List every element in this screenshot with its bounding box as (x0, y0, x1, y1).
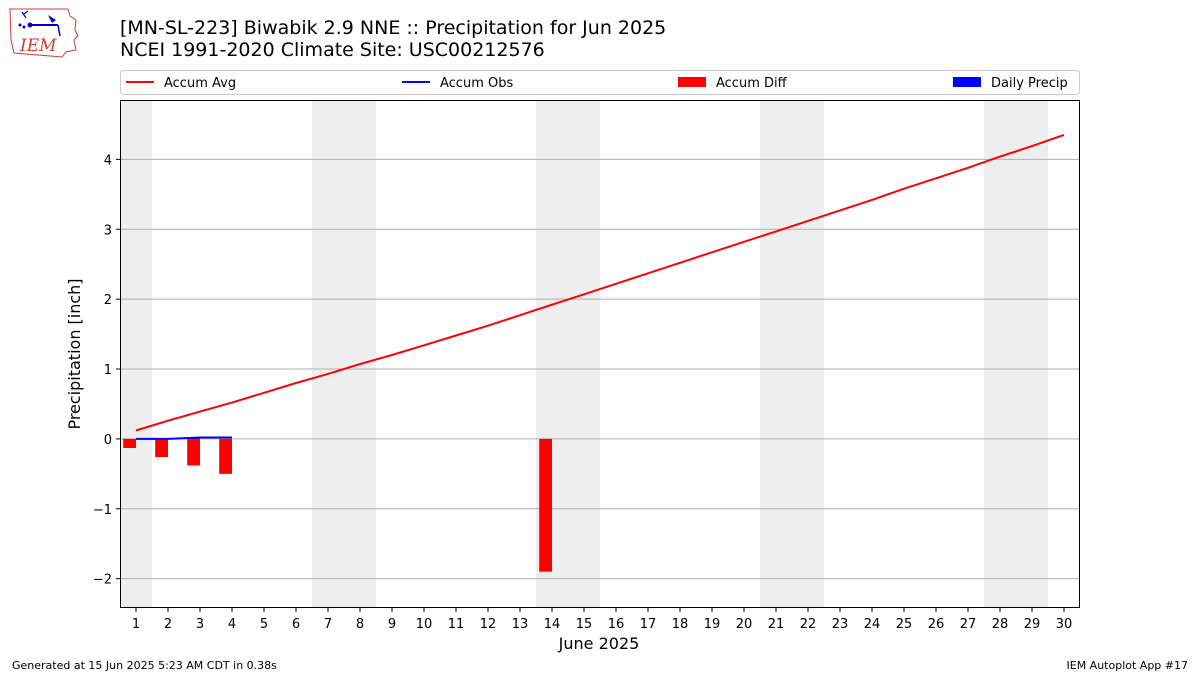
weekend-shade (312, 100, 344, 608)
x-tick-label: 28 (992, 617, 1009, 632)
logo-text: IEM (19, 36, 57, 56)
weekend-shade (344, 100, 376, 608)
x-tick-label: 29 (1024, 617, 1041, 632)
x-tick-label: 4 (228, 617, 236, 632)
x-axis-ticks: 1 2 3 4 5 6 7 8 9 10 11 12 13 14 15 16 17 18 19 20 21 22 23 24 2… (132, 608, 1072, 632)
x-tick-label: 14 (544, 617, 561, 632)
iem-logo: IEM (8, 6, 80, 62)
x-tick-label: 18 (672, 617, 689, 632)
x-tick-label: 25 (896, 617, 913, 632)
weekend-shade (760, 100, 792, 608)
legend-label-accum-avg: Accum Avg (164, 76, 236, 91)
y-tick-label: 4 (104, 153, 112, 168)
accum-obs-line (136, 436, 232, 440)
accum-diff-bar (539, 438, 552, 572)
y-tick-label: −2 (93, 573, 112, 588)
x-tick-label: 20 (736, 617, 753, 632)
legend-swatch-daily-precip (953, 77, 981, 87)
x-tick-label: 9 (388, 617, 396, 632)
x-tick-label: 27 (960, 617, 977, 632)
legend-label-daily-precip: Daily Precip (991, 76, 1068, 91)
x-tick-label: 2 (164, 617, 172, 632)
y-axis-label: Precipitation [inch] (65, 278, 84, 429)
legend: Accum Avg Accum Obs Accum Diff Daily Precip (120, 70, 1080, 95)
x-tick-label: 7 (324, 617, 332, 632)
x-tick-label: 19 (704, 617, 721, 632)
chart-subtitle: NCEI 1991-2020 Climate Site: USC00212576 (120, 39, 545, 61)
y-tick-label: 0 (104, 433, 112, 448)
x-tick-label: 5 (260, 617, 268, 632)
x-tick-label: 12 (480, 617, 497, 632)
x-tick-label: 23 (832, 617, 849, 632)
weekend-shade (1016, 100, 1048, 608)
accum-diff-bars (123, 437, 552, 572)
plot-frame (120, 100, 1080, 608)
y-axis-ticks: −2 −1 0 1 2 3 4 (93, 153, 120, 588)
x-tick-label: 17 (640, 617, 657, 632)
x-axis-label: June 2025 (558, 634, 640, 653)
x-tick-label: 13 (512, 617, 529, 632)
footer-generated: Generated at 15 Jun 2025 5:23 AM CDT in … (12, 659, 277, 672)
x-tick-label: 15 (576, 617, 593, 632)
x-tick-label: 10 (416, 617, 433, 632)
x-tick-label: 22 (800, 617, 817, 632)
x-tick-label: 6 (292, 617, 300, 632)
chart-title: [MN-SL-223] Biwabik 2.9 NNE :: Precipita… (120, 17, 667, 39)
x-tick-label: 30 (1056, 617, 1073, 632)
x-tick-label: 26 (928, 617, 945, 632)
accum-diff-bar (187, 438, 200, 466)
y-tick-label: 1 (104, 363, 112, 378)
weekend-shade (568, 100, 600, 608)
y-tick-label: 2 (104, 293, 112, 308)
x-tick-label: 24 (864, 617, 881, 632)
legend-label-accum-diff: Accum Diff (716, 76, 788, 91)
legend-label-accum-obs: Accum Obs (440, 76, 513, 91)
x-tick-label: 8 (356, 617, 364, 632)
weekend-shade (120, 100, 152, 608)
accum-diff-bar (123, 438, 136, 448)
x-tick-label: 3 (196, 617, 204, 632)
y-tick-label: −1 (93, 503, 112, 518)
x-tick-label: 21 (768, 617, 785, 632)
weekend-shade (984, 100, 1016, 608)
x-tick-label: 16 (608, 617, 625, 632)
accum-diff-bar (219, 438, 232, 474)
y-tick-label: 3 (104, 223, 112, 238)
footer-app: IEM Autoplot App #17 (1066, 659, 1189, 672)
gridlines (120, 158, 1080, 580)
x-tick-label: 11 (448, 617, 465, 632)
series-lines (135, 133, 1065, 440)
weekend-shade (792, 100, 824, 608)
legend-box (120, 70, 1080, 95)
accum-avg-line (135, 133, 1065, 432)
weekend-shading (120, 100, 1048, 608)
legend-swatch-accum-diff (678, 77, 706, 87)
accum-diff-bar (155, 438, 168, 458)
x-tick-label: 1 (132, 617, 140, 632)
